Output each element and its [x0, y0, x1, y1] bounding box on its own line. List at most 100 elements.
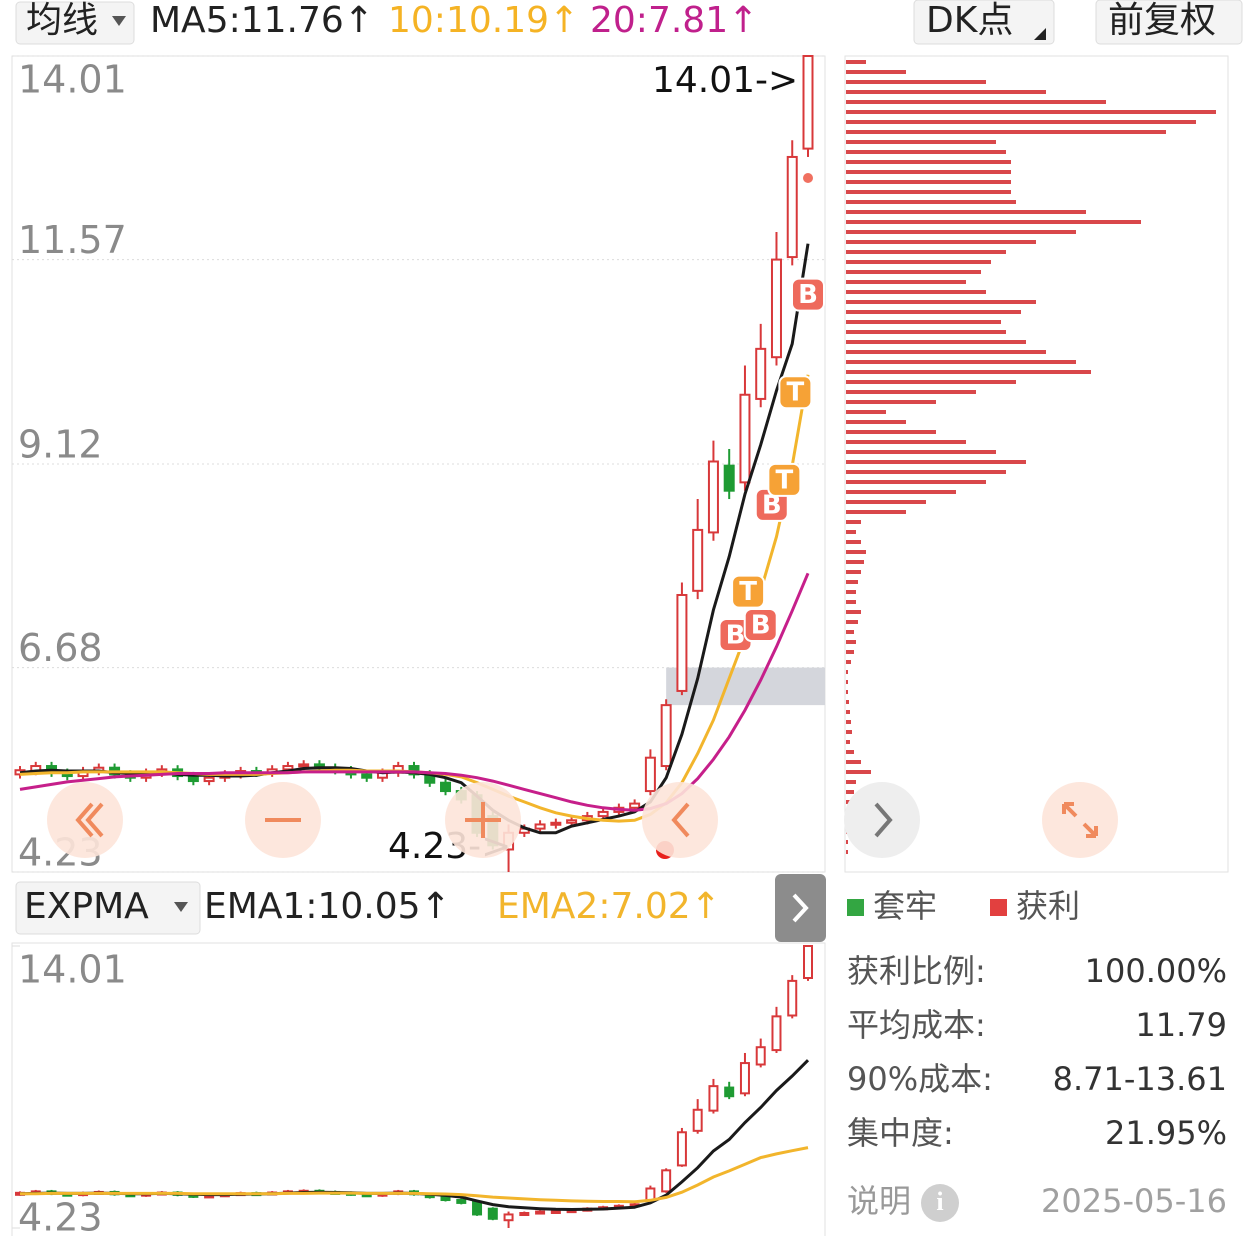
- candle-body: [739, 393, 751, 484]
- candle-body: [676, 593, 688, 692]
- chip-bar: [846, 590, 856, 594]
- chip-bar: [846, 90, 1046, 94]
- ma-line: [19, 374, 810, 823]
- step-right-button[interactable]: [844, 782, 920, 858]
- controls: [47, 782, 1118, 858]
- candle-body: [566, 819, 578, 824]
- candle-body: [802, 55, 814, 150]
- candle-body: [644, 756, 656, 793]
- candle-body: [298, 763, 310, 768]
- chip-bar: [846, 710, 850, 714]
- expand-icon: [1062, 802, 1098, 838]
- candle-body: [503, 1213, 514, 1222]
- dk-label: DK点: [926, 0, 1013, 41]
- note-label[interactable]: 说明: [847, 1182, 911, 1220]
- chip-bar: [846, 330, 1006, 334]
- candle-body: [692, 528, 704, 592]
- candle-body: [755, 347, 767, 400]
- sub-indicator-label: EXPMA: [24, 886, 149, 927]
- signal-label: T: [739, 577, 757, 607]
- candle-body: [771, 1015, 782, 1052]
- chip-bar: [846, 100, 1106, 104]
- date: 2025-05-16: [1041, 1182, 1227, 1220]
- chip-bar: [846, 740, 850, 744]
- stat-value: 21.95%: [1105, 1114, 1227, 1152]
- ma10-label: 10:10.19↑: [388, 0, 579, 41]
- chip-bar: [846, 840, 848, 844]
- chip-bar: [846, 790, 854, 794]
- dk-button[interactable]: [913, 0, 1055, 45]
- candle-body: [770, 258, 782, 359]
- dropdown-arrow: [174, 902, 188, 912]
- chip-bar: [846, 550, 866, 554]
- chip-bar: [846, 700, 849, 704]
- chip-bar: [846, 360, 1076, 364]
- candle-body: [786, 155, 798, 259]
- left-icon: [671, 802, 690, 838]
- chip-bar: [846, 80, 986, 84]
- candle-body: [487, 1207, 498, 1220]
- stat-value: 100.00%: [1085, 952, 1227, 990]
- chip-bar: [846, 670, 848, 674]
- y-tick-label: 4.23: [18, 1196, 103, 1237]
- chip-bar: [846, 520, 861, 524]
- chip-bar: [846, 720, 851, 724]
- chip-bar: [846, 610, 861, 614]
- ema2-label: EMA2:7.02↑: [497, 886, 721, 927]
- y-tick-label: 6.68: [18, 626, 103, 670]
- candle-body: [597, 810, 609, 818]
- chip-bar: [846, 490, 956, 494]
- candle-body: [440, 781, 452, 793]
- signal-label: B: [726, 621, 746, 651]
- expand-button[interactable]: [1042, 782, 1118, 858]
- plus-icon: [465, 802, 501, 838]
- signal-label: B: [751, 611, 771, 641]
- chip-bar: [846, 350, 1046, 354]
- candle-body: [456, 1199, 467, 1204]
- price-dot: [803, 173, 813, 183]
- scroll-left-button[interactable]: [47, 782, 123, 858]
- ema1-label: EMA1:10.05↑: [204, 886, 451, 927]
- chip-bar: [846, 420, 906, 424]
- chip-bar: [846, 770, 871, 774]
- chip-bar: [846, 200, 1016, 204]
- candle-body: [519, 1212, 530, 1217]
- step-left-button[interactable]: [642, 782, 718, 858]
- chip-bar: [846, 850, 848, 854]
- signal-badge: [767, 462, 802, 497]
- corner-mark: [1034, 28, 1046, 40]
- candle-body: [550, 1209, 561, 1214]
- candle-body: [787, 979, 798, 1017]
- ma-line: [19, 243, 810, 835]
- ema-line: [20, 1146, 809, 1204]
- chip-bar: [846, 410, 886, 414]
- chip-bar: [846, 760, 861, 764]
- chip-bar: [846, 140, 996, 144]
- candle-body: [707, 460, 719, 534]
- double-left-icon: [75, 802, 104, 838]
- info-icon[interactable]: [921, 1184, 959, 1222]
- signal-label: T: [787, 378, 805, 408]
- dropdown-arrow: [112, 16, 126, 26]
- sub-indicator-button[interactable]: [15, 881, 201, 935]
- candle-body: [708, 1085, 719, 1112]
- candle-body: [203, 776, 215, 783]
- signal-label: B: [762, 490, 782, 520]
- ma20-label: 20:7.81↑: [590, 0, 758, 41]
- chip-bar: [846, 450, 996, 454]
- signal-badge: [778, 375, 813, 410]
- chip-bar: [846, 620, 858, 624]
- chip-bar: [846, 60, 866, 64]
- stat-label: 90%成本:: [847, 1060, 993, 1098]
- price-zone: [666, 667, 825, 706]
- stat-value: 11.79: [1135, 1006, 1227, 1044]
- stat-label: 平均成本:: [847, 1006, 986, 1044]
- chip-bar: [846, 640, 856, 644]
- indicator-button[interactable]: [15, 1, 135, 45]
- chip-bar: [846, 380, 1016, 384]
- sub-next-button[interactable]: [775, 874, 826, 942]
- signal-badge: [791, 277, 825, 312]
- adjust-button[interactable]: [1095, 0, 1243, 45]
